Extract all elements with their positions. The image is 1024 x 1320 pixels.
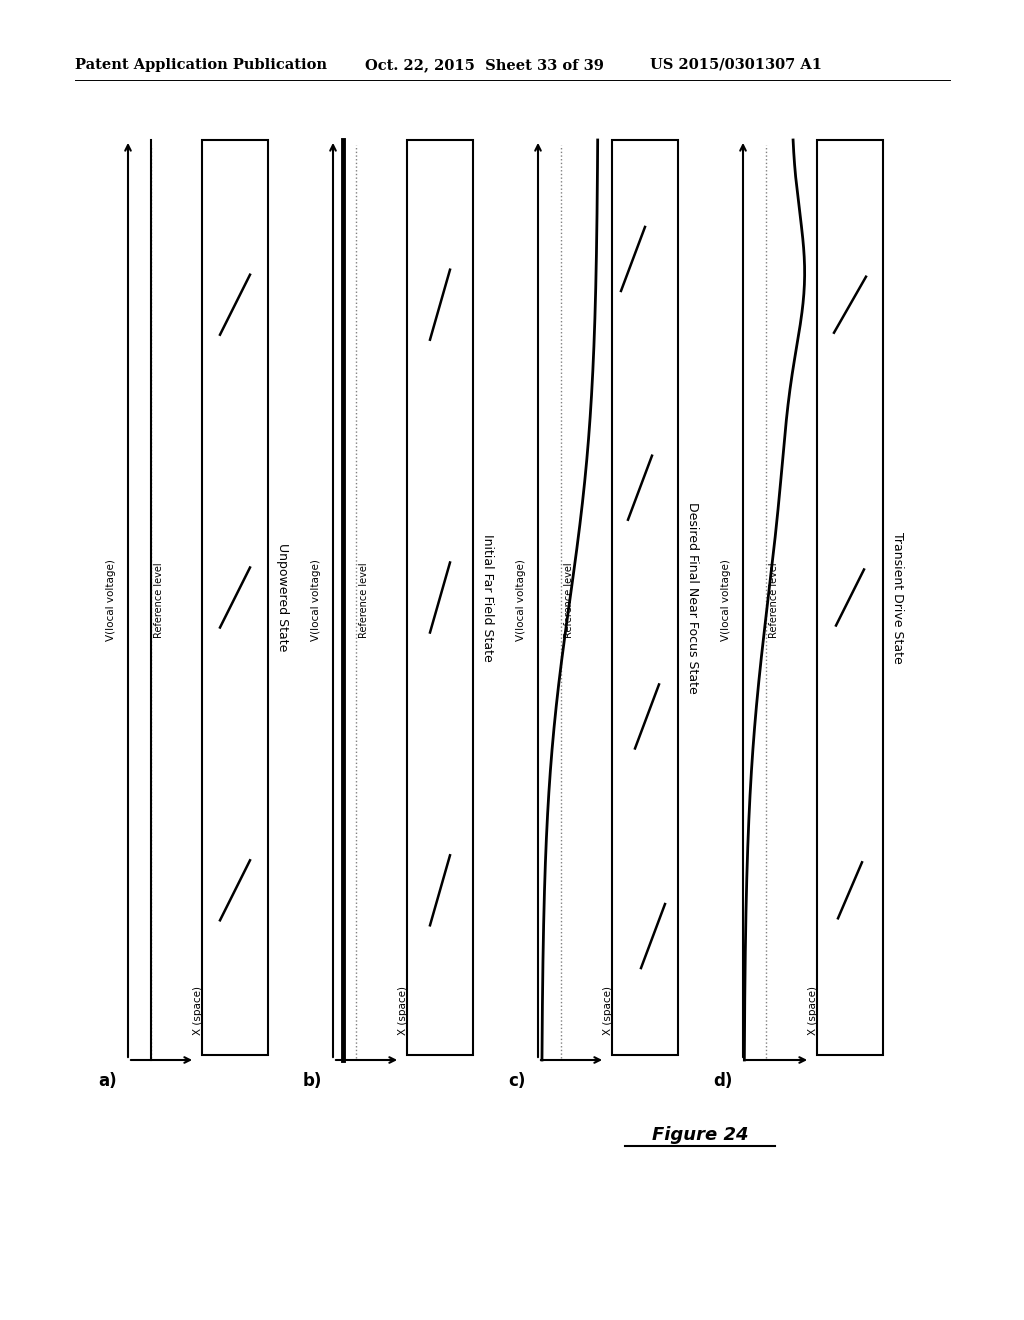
Text: Reference level: Reference level — [155, 562, 165, 638]
Text: a): a) — [98, 1072, 117, 1090]
Text: V(local voltage): V(local voltage) — [106, 560, 116, 642]
Text: V(local voltage): V(local voltage) — [311, 560, 321, 642]
Text: Figure 24: Figure 24 — [651, 1126, 749, 1144]
Text: X (space): X (space) — [398, 986, 408, 1035]
Text: X (space): X (space) — [193, 986, 203, 1035]
Text: X (space): X (space) — [808, 986, 818, 1035]
Text: Reference level: Reference level — [359, 562, 370, 638]
Text: US 2015/0301307 A1: US 2015/0301307 A1 — [650, 58, 822, 73]
Text: d): d) — [713, 1072, 732, 1090]
Bar — [612, 140, 678, 1055]
Text: V(local voltage): V(local voltage) — [516, 560, 526, 642]
Text: Reference level: Reference level — [769, 562, 779, 638]
Bar — [817, 140, 883, 1055]
Bar — [407, 140, 473, 1055]
Text: Unpowered State: Unpowered State — [276, 544, 289, 652]
Text: Desired Final Near Focus State: Desired Final Near Focus State — [686, 502, 699, 693]
Text: b): b) — [303, 1072, 323, 1090]
Text: Oct. 22, 2015  Sheet 33 of 39: Oct. 22, 2015 Sheet 33 of 39 — [365, 58, 604, 73]
Text: Initial Far Field State: Initial Far Field State — [481, 533, 494, 661]
Text: c): c) — [508, 1072, 525, 1090]
Bar — [202, 140, 268, 1055]
Text: Reference level: Reference level — [564, 562, 574, 638]
Text: V(local voltage): V(local voltage) — [721, 560, 731, 642]
Text: X (space): X (space) — [603, 986, 613, 1035]
Text: Patent Application Publication: Patent Application Publication — [75, 58, 327, 73]
Text: Transient Drive State: Transient Drive State — [891, 532, 904, 664]
